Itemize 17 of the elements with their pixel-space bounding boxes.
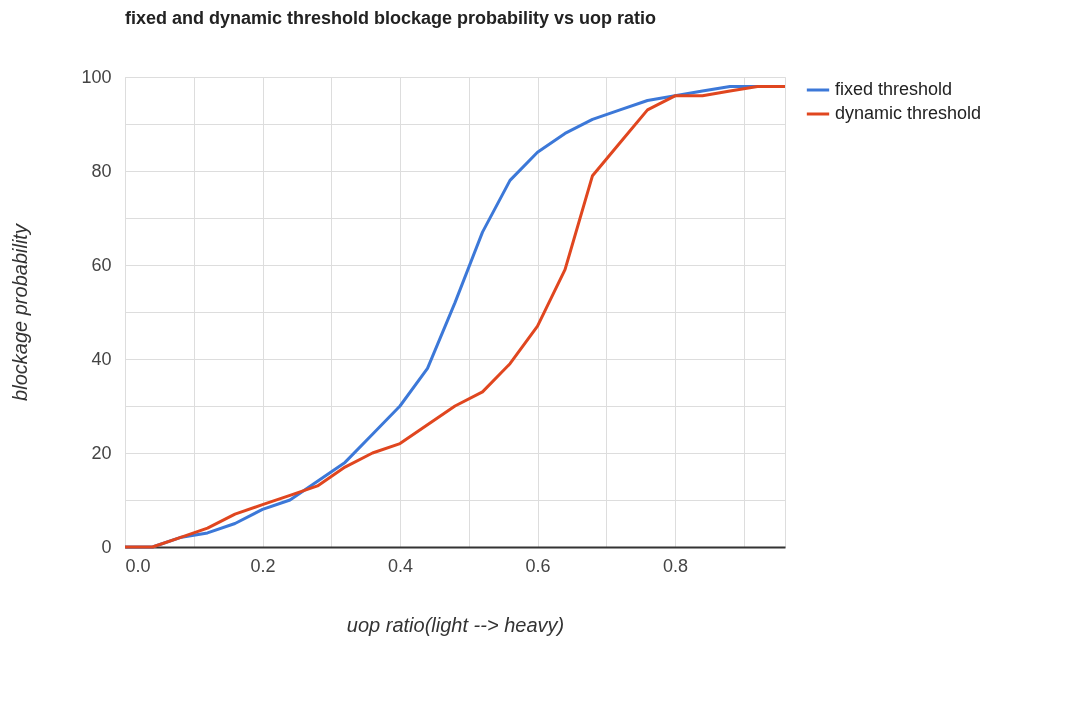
y-axis-title: blockage probability [9,223,32,401]
x-tick-label: 0.8 [662,555,689,576]
y-tick-label: 40 [91,348,112,369]
x-tick-label: 0.6 [525,555,551,576]
x-axis-title: uop ratio(light --> heavy) [346,613,565,636]
x-tick-label: 0.4 [387,555,414,576]
y-tick-label: 0 [101,536,112,557]
y-tick-label: 100 [81,66,112,87]
chart-title: fixed and dynamic threshold blockage probability vs uop ratio [125,8,657,28]
line-series [123,84,787,549]
legend-label: dynamic threshold [835,103,982,123]
y-tick-label: 60 [91,254,112,275]
y-tick-label: 80 [91,160,112,181]
x-tick-label: 0.2 [250,555,276,576]
y-tick-label: 20 [91,442,112,463]
x-tick-label: 0.0 [125,555,151,576]
legend-label: fixed threshold [835,79,953,99]
